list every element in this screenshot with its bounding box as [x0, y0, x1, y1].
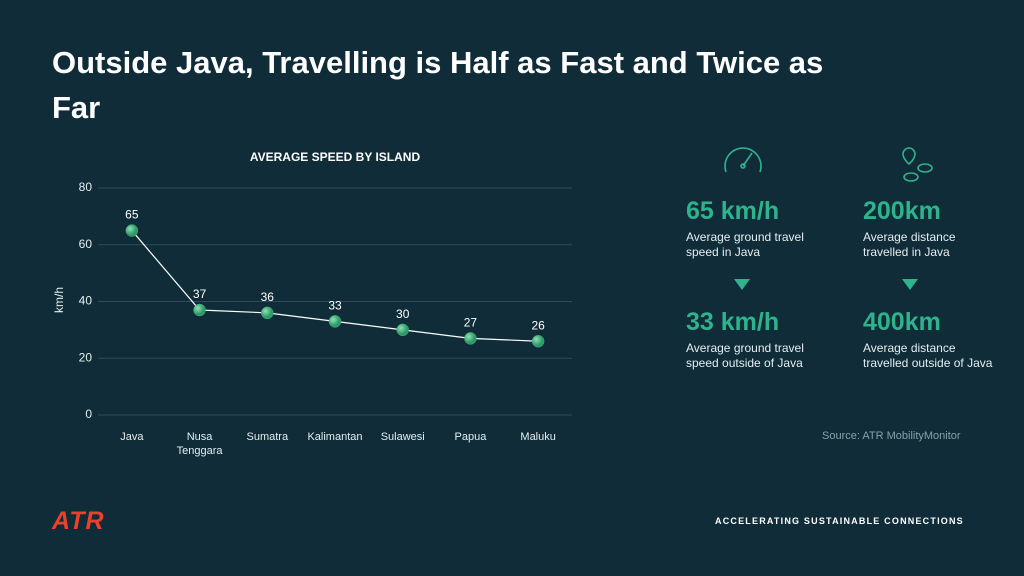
speed-icon	[724, 147, 762, 173]
down-arrow	[902, 279, 918, 290]
stat-label: Average ground travel speed in Java	[686, 230, 804, 259]
stat-value: 65 km/h	[686, 197, 780, 225]
data-label: 33	[328, 299, 342, 313]
chart-title: AVERAGE SPEED BY ISLAND	[250, 150, 421, 164]
stat-label: Average distance travelled outside of Ja…	[863, 341, 993, 370]
source: Source: ATR MobilityMonitor	[822, 430, 961, 442]
down-arrow	[734, 279, 750, 290]
point	[193, 303, 206, 317]
x-tick-label: Maluku	[520, 431, 556, 443]
y-axis-label: km/h	[52, 287, 66, 313]
point	[464, 332, 477, 345]
y-tick-label: 60	[79, 237, 93, 251]
y-tick-label: 20	[79, 350, 93, 364]
y-tick-label: 80	[79, 180, 93, 194]
x-tick-label: Papua	[454, 431, 487, 443]
stat-label: Average distance travelled in Java	[863, 230, 956, 259]
x-tick-label: Kalimantan	[307, 431, 363, 443]
stat-label: Average ground travel speed outside of J…	[686, 341, 804, 370]
stat: 65 km/h Average ground travel speed in Ja…	[686, 197, 816, 260]
data-label: 26	[531, 318, 545, 332]
data-label: 65	[125, 208, 139, 222]
stat: 200km Average distance travelled in Java	[863, 197, 993, 260]
y-tick-label: 40	[79, 294, 93, 308]
point	[125, 224, 139, 237]
logo: ATR	[52, 507, 105, 535]
point	[261, 306, 274, 320]
data-label: 36	[261, 290, 275, 304]
distance-icon	[902, 147, 933, 182]
y-tick-label: 0	[85, 407, 92, 421]
point	[328, 315, 342, 328]
stat-value: 200km	[863, 197, 941, 225]
point	[396, 323, 409, 337]
stat: 33 km/h Average ground travel speed outsi…	[686, 308, 816, 371]
data-label: 37	[193, 287, 207, 301]
data-label: 30	[396, 307, 410, 321]
stat-value: 33 km/h	[686, 308, 780, 336]
data-label: 27	[464, 316, 478, 330]
point	[531, 334, 545, 348]
stat: 400km Average distance travelled outside …	[863, 308, 993, 371]
x-tick-label: Sumatra	[246, 431, 289, 443]
stat-value: 400km	[863, 308, 941, 336]
x-tick-label: Nusa Tenggara	[176, 431, 223, 457]
x-tick-label: Java	[120, 431, 144, 443]
tagline: ACCELERATING SUSTAINABLE CONNECTIONS	[715, 516, 964, 526]
x-tick-label: Sulawesi	[380, 431, 425, 443]
slide-title: Outside Java, Travelling is Half as Fast…	[52, 45, 824, 125]
